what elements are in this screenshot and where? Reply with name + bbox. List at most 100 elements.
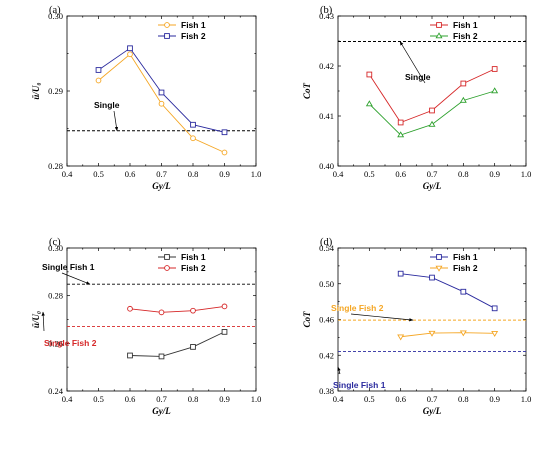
annotation-arrow bbox=[41, 311, 45, 332]
plot-frame bbox=[66, 247, 257, 392]
panel-label: (d) bbox=[320, 237, 333, 248]
legend-label: Fish 2 bbox=[453, 263, 478, 273]
x-tick-label: 0.9 bbox=[219, 394, 230, 404]
x-axis-title: Gy/L bbox=[152, 181, 171, 191]
y-tick-label: 0.24 bbox=[48, 386, 64, 396]
annotation-arrow bbox=[399, 41, 426, 84]
data-point bbox=[366, 71, 373, 78]
x-tick-label: 0.4 bbox=[333, 394, 344, 404]
chart-panel-a: 0.4 0.5 0.6 0.7 0.8 0.9 1.0 0.28 0.29 0.30 Gy/L ū/U… bbox=[31, 5, 261, 191]
x-tick-label: 0.9 bbox=[489, 394, 500, 404]
data-point bbox=[459, 96, 467, 103]
chart-panel-b: 0.4 0.5 0.6 0.7 0.8 0.9 1.0 0.40 0.41 0.42 0.43 Gy/… bbox=[302, 5, 531, 191]
y-axis-title: CoT bbox=[302, 311, 312, 328]
y-tick-label: 0.54 bbox=[319, 243, 335, 253]
y-tick-label: 0.28 bbox=[48, 161, 63, 171]
x-tick-label: 0.8 bbox=[188, 394, 199, 404]
x-tick-label: 1.0 bbox=[521, 394, 532, 404]
data-point bbox=[491, 331, 499, 337]
data-point bbox=[221, 329, 228, 335]
x-tick-label: 0.7 bbox=[156, 394, 167, 404]
x-tick-label: 0.5 bbox=[364, 394, 375, 404]
data-point bbox=[95, 77, 102, 84]
legend-marker bbox=[164, 22, 170, 28]
data-point bbox=[221, 129, 228, 136]
data-point bbox=[397, 131, 405, 138]
data-point bbox=[127, 45, 133, 52]
x-axis-title: Gy/L bbox=[423, 406, 442, 416]
legend-marker bbox=[436, 254, 442, 260]
x-tick-label: 0.4 bbox=[62, 394, 73, 404]
x-tick-label: 0.6 bbox=[395, 169, 406, 179]
data-point bbox=[158, 353, 165, 360]
data-point bbox=[460, 80, 467, 87]
panel-label: (c) bbox=[49, 237, 61, 248]
series-line bbox=[129, 331, 225, 357]
y-tick-label: 0.28 bbox=[48, 291, 63, 301]
x-tick-label: 0.5 bbox=[364, 169, 375, 179]
data-point bbox=[127, 51, 133, 58]
data-point bbox=[397, 119, 404, 126]
data-point bbox=[397, 334, 405, 341]
data-point bbox=[491, 87, 499, 94]
annotation-arrow bbox=[113, 110, 119, 132]
reference-label: Single bbox=[94, 100, 120, 110]
x-tick-label: 0.9 bbox=[489, 169, 500, 179]
reference-label: Single Fish 2 bbox=[44, 338, 97, 348]
data-point bbox=[460, 288, 467, 295]
x-tick-label: 1.0 bbox=[521, 169, 532, 179]
data-point bbox=[158, 100, 165, 107]
y-tick-label: 0.30 bbox=[48, 243, 63, 253]
data-point bbox=[459, 330, 467, 337]
data-point bbox=[190, 344, 196, 350]
annotation-arrow bbox=[350, 313, 414, 322]
legend-label: Fish 1 bbox=[453, 20, 478, 30]
panel-label: (b) bbox=[320, 5, 333, 16]
y-axis-title: ū/U₀ bbox=[31, 82, 41, 99]
data-point bbox=[221, 149, 228, 156]
chart-panel-d: 0.4 0.5 0.6 0.7 0.8 0.9 1.0 0.38 0.42 0.46 0.50 0.5… bbox=[302, 237, 531, 416]
data-point bbox=[158, 89, 165, 96]
x-tick-label: 1.0 bbox=[251, 169, 262, 179]
x-axis-title: Gy/L bbox=[423, 181, 442, 191]
x-tick-label: 0.9 bbox=[219, 169, 230, 179]
x-tick-label: 0.5 bbox=[93, 169, 104, 179]
legend-label: Fish 1 bbox=[181, 252, 206, 262]
reference-label: Single Fish 1 bbox=[42, 262, 95, 272]
y-tick-label: 0.50 bbox=[319, 279, 334, 289]
x-tick-label: 0.7 bbox=[427, 169, 438, 179]
x-tick-label: 1.0 bbox=[251, 394, 262, 404]
y-tick-label: 0.42 bbox=[319, 61, 334, 71]
data-point bbox=[491, 66, 498, 72]
y-axis-title: CoT bbox=[302, 83, 312, 100]
x-tick-label: 0.4 bbox=[333, 169, 344, 179]
y-tick-label: 0.42 bbox=[319, 350, 334, 360]
y-tick-label: 0.46 bbox=[319, 315, 334, 325]
legend-marker bbox=[164, 33, 170, 39]
chart-panel-c: 0.4 0.5 0.6 0.7 0.8 0.9 1.0 0.24 0.26 0.28 0.30 Gy/… bbox=[31, 237, 261, 416]
y-axis-title: ū/U₀ bbox=[31, 311, 41, 328]
reference-label: Single Fish 1 bbox=[333, 380, 386, 390]
x-tick-label: 0.6 bbox=[395, 394, 406, 404]
y-tick-label: 0.29 bbox=[48, 86, 63, 96]
legend-marker bbox=[164, 254, 170, 260]
data-point bbox=[365, 100, 373, 107]
data-point bbox=[127, 305, 133, 312]
data-point bbox=[221, 303, 228, 310]
x-tick-label: 0.8 bbox=[458, 169, 469, 179]
x-tick-label: 0.5 bbox=[93, 394, 104, 404]
data-point bbox=[397, 270, 404, 277]
data-point bbox=[428, 120, 436, 127]
x-tick-label: 0.6 bbox=[125, 394, 136, 404]
x-tick-label: 0.4 bbox=[62, 169, 73, 179]
y-tick-label: 0.26 bbox=[48, 338, 63, 348]
x-tick-label: 0.7 bbox=[427, 394, 438, 404]
x-axis-title: Gy/L bbox=[152, 406, 171, 416]
y-tick-label: 0.38 bbox=[319, 386, 334, 396]
plot-frame bbox=[337, 247, 527, 392]
data-point bbox=[428, 330, 436, 337]
legend-marker bbox=[436, 22, 442, 28]
data-point bbox=[158, 309, 165, 316]
y-tick-label: 0.30 bbox=[48, 11, 63, 21]
